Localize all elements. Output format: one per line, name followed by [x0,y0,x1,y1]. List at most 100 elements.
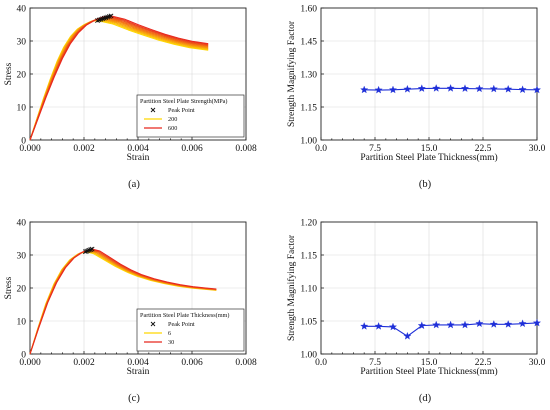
x-tick-label: 22.5 [475,358,492,368]
peak-point-marker-2 [84,248,90,254]
x-tick-label: 15.0 [421,358,438,368]
y-tick-label: 40 [17,4,27,14]
star-marker-13 [532,85,542,94]
legend: Partition Steel Plate Thickness(mm) Peak … [136,308,245,352]
x-axis-title: Partition Steel Plate Thickness(mm) [360,152,497,163]
star-marker-6 [432,320,441,329]
y-tick-label: 1.45 [300,37,317,47]
x-tick-label: 22.5 [475,144,492,154]
y-tick-label: 1.05 [300,317,317,327]
star-marker-9 [475,319,484,328]
star-marker-11 [504,320,513,328]
y-tick-label: 1.15 [300,103,317,113]
legend-peak-marker [150,107,156,113]
star-marker-4 [403,84,412,93]
y-tick-label: 0 [21,350,26,360]
star-marker-12 [518,85,527,94]
legend: Partition Steel Plate Strength(MPa) Peak … [136,94,245,138]
panel-label-c: (c) [128,393,140,404]
y-tick-label: 1.10 [300,284,317,294]
star-marker-5 [417,321,426,330]
peak-point-marker-9 [108,13,114,19]
legend-label: 200 [168,116,177,123]
x-tick-label: 0.006 [181,144,203,154]
curve-series-6 [29,248,217,355]
y-tick-label: 10 [17,317,27,327]
star-marker-1 [360,85,369,94]
star-marker-2 [374,85,383,94]
star-marker-4 [403,331,412,340]
x-tick-label: 30.0 [529,144,546,154]
peak-point-marker-3 [85,248,91,254]
y-tick-label: 20 [17,284,27,294]
legend-title: Partition Steel Plate Strength(MPa) [140,98,227,105]
panel-c: 0.000 0.002 0.004 0.006 0.008 0 10 20 30 40 Strain… [4,218,257,404]
peak-point-marker-6 [89,246,95,252]
legend-label: Peak Point [168,321,195,328]
y-tick-label: 1.00 [300,136,317,146]
star-marker-13 [532,318,542,327]
y-tick-label: 30 [17,251,27,261]
peak-point-marker-4 [86,247,92,253]
y-tick-label: 30 [17,37,27,47]
x-tick-label: 0.002 [73,144,95,154]
x-tick-label: 30.0 [529,358,546,368]
star-marker-12 [518,319,527,328]
x-tick-label: 7.5 [369,144,381,154]
star-marker-11 [504,84,513,93]
legend-label: 30 [168,339,174,346]
y-tick-label: 1.15 [300,251,317,261]
panel-b: 0.0 7.5 15.0 22.5 30.0 1.00 1.15 1.30 1.45 1.60 Pa… [286,4,546,190]
x-axis-title: Partition Steel Plate Thickness(mm) [360,366,497,377]
legend-label: 6 [168,330,171,337]
y-tick-label: 40 [17,218,27,228]
star-marker-8 [460,320,470,329]
y-tick-label: 20 [17,70,27,80]
legend-label: 600 [168,125,177,132]
star-marker-1 [360,322,369,330]
panel-d: 0.0 7.5 15.0 22.5 30.0 1.00 1.05 1.10 1.15 1.20 Pa… [286,218,546,404]
y-axis-title: Strength Magnifying Factor [286,20,297,127]
y-tick-label: 10 [17,103,27,113]
star-marker-7 [446,320,455,329]
y-axis-title: Strength Magnifying Factor [286,234,297,341]
legend-box [136,94,245,138]
panel-label-b: (b) [419,179,432,190]
y-axis-title: Stress [4,62,14,85]
x-tick-label: 7.5 [369,358,381,368]
star-marker-3 [388,85,398,94]
x-tick-label: 0.0 [315,358,327,368]
star-marker-6 [432,84,441,92]
legend-label: Peak Point [168,107,195,114]
y-tick-label: 1.00 [300,350,317,360]
panel-a: 0.000 0.002 0.004 0.006 0.008 0 10 20 30 40 Strain… [4,4,257,190]
legend-box [136,308,245,352]
x-tick-label: 0.004 [127,358,149,368]
star-marker-2 [374,322,383,330]
x-tick-label: 0.004 [127,144,149,154]
y-tick-label: 1.20 [300,218,317,228]
peak-point-marker-1 [82,249,88,255]
y-axis-title: Stress [4,276,14,299]
star-marker-9 [475,84,484,93]
legend-peak-marker [150,321,156,327]
panel-label-a: (a) [128,179,140,190]
x-axis-title: Strain [127,153,150,163]
star-marker-10 [489,320,498,328]
x-tick-label: 0.008 [235,144,257,154]
x-axis-title: Strain [127,367,150,377]
star-marker-8 [460,84,470,92]
x-tick-label: 0.006 [181,358,203,368]
legend-title: Partition Steel Plate Thickness(mm) [140,312,229,319]
panel-label-d: (d) [419,393,432,404]
y-tick-label: 1.60 [300,4,317,14]
peak-point-marker-5 [88,247,94,253]
star-marker-3 [388,322,398,331]
star-marker-10 [489,84,498,93]
x-tick-label: 0.008 [235,358,257,368]
star-marker-5 [417,84,426,92]
star-marker-7 [446,84,455,92]
y-tick-label: 0 [21,136,26,146]
x-tick-label: 0.000 [19,144,41,154]
